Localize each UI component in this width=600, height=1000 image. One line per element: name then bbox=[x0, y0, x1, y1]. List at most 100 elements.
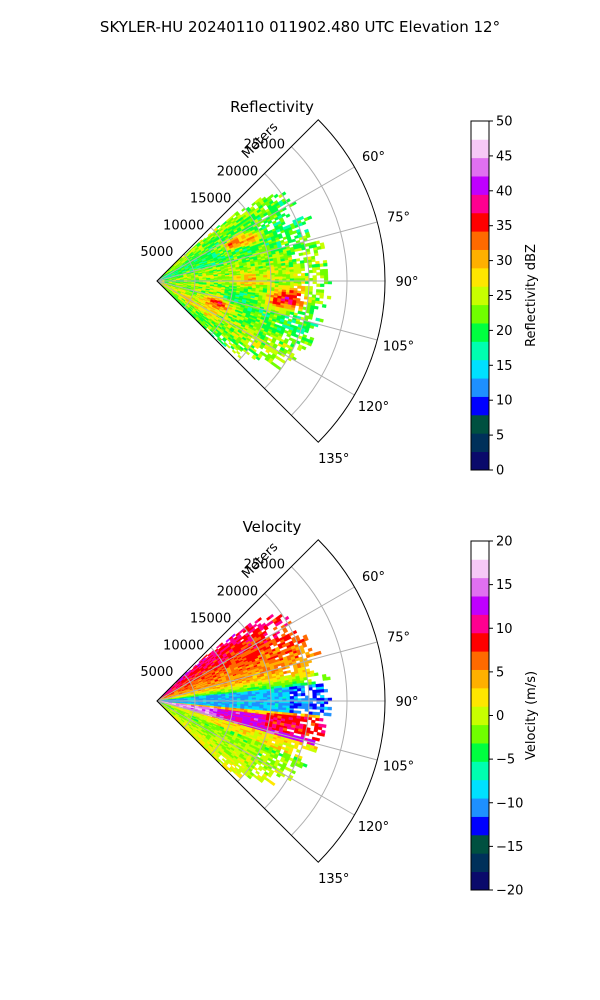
radar-bin-group bbox=[284, 296, 290, 300]
colorbar-swatch bbox=[471, 541, 489, 560]
angular-gridline bbox=[156, 700, 378, 761]
colorbar-swatch bbox=[471, 249, 489, 269]
panel-title: Reflectivity bbox=[230, 98, 314, 116]
radial-tick-label: 25000 bbox=[244, 138, 285, 153]
colorbar-tick-label: 15 bbox=[496, 359, 513, 374]
angular-gridline bbox=[156, 166, 355, 282]
colorbar-swatch bbox=[471, 614, 489, 634]
colorbar-swatch bbox=[471, 834, 489, 854]
radial-tick-label: 15000 bbox=[190, 611, 231, 626]
polar-frame bbox=[156, 119, 386, 443]
angular-tick-label: 90° bbox=[395, 275, 418, 290]
colorbar-swatch bbox=[471, 341, 489, 361]
colorbar-swatch bbox=[471, 853, 489, 873]
colorbar-tick-label: 10 bbox=[496, 622, 513, 637]
radial-tick-label: 10000 bbox=[163, 638, 204, 653]
colorbar-swatch bbox=[471, 743, 489, 762]
colorbar-tick-label: 25 bbox=[496, 289, 513, 304]
colorbar-tick-label: 15 bbox=[496, 578, 513, 593]
colorbar-swatch bbox=[471, 687, 489, 707]
colorbar-tick-label: 10 bbox=[496, 394, 513, 409]
colorbar-tick-label: 5 bbox=[496, 429, 504, 444]
angular-gridline bbox=[156, 280, 378, 341]
colorbar-swatch bbox=[471, 559, 489, 579]
colorbar-swatch bbox=[471, 304, 489, 324]
radial-tick-label: 20000 bbox=[217, 165, 258, 180]
colorbar-swatch bbox=[471, 724, 489, 744]
radial-tick-label: 25000 bbox=[244, 558, 285, 573]
angular-tick-label: 135° bbox=[318, 872, 349, 887]
colorbar-swatch bbox=[471, 139, 489, 159]
colorbar-swatch bbox=[471, 286, 489, 306]
angular-tick-label: 60° bbox=[362, 150, 385, 165]
colorbar-swatch bbox=[471, 267, 489, 287]
angular-gridline bbox=[156, 586, 355, 702]
radial-tick-label: 20000 bbox=[217, 585, 258, 600]
angular-gridline bbox=[156, 221, 378, 282]
angular-gridline bbox=[156, 280, 355, 396]
colorbar-tick-label: 20 bbox=[496, 324, 513, 339]
colorbar-swatch bbox=[471, 157, 489, 177]
angular-tick-label: 60° bbox=[362, 570, 385, 585]
polar-grid bbox=[156, 146, 385, 416]
colorbar-swatch bbox=[471, 323, 489, 342]
colorbar-tick-label: 45 bbox=[496, 149, 513, 164]
radial-tick-label: 15000 bbox=[190, 191, 231, 206]
colorbar-swatch bbox=[471, 433, 489, 453]
colorbar-swatch bbox=[471, 378, 489, 397]
colorbar-label: Reflectivity dBZ bbox=[524, 244, 539, 347]
colorbar-swatch bbox=[471, 121, 489, 140]
colorbar-tick-label: 0 bbox=[496, 464, 504, 479]
angular-tick-label: 135° bbox=[318, 452, 349, 467]
colorbar-swatch bbox=[471, 212, 489, 232]
colorbar-tick-label: 5 bbox=[496, 665, 504, 680]
reflectivity-panel: Reflectivity500010000150002000025000Mete… bbox=[140, 98, 539, 479]
colorbar-swatch bbox=[471, 577, 489, 597]
colorbar-tick-label: 0 bbox=[496, 709, 504, 724]
colorbar-tick-label: 30 bbox=[496, 254, 513, 269]
colorbar-swatch bbox=[471, 632, 489, 652]
panel-title: Velocity bbox=[243, 518, 302, 536]
colorbar-tick-label: −15 bbox=[496, 840, 523, 855]
colorbar-swatch bbox=[471, 779, 489, 799]
colorbar-swatch bbox=[471, 871, 489, 891]
colorbar-swatch bbox=[471, 816, 489, 836]
colorbar-swatch bbox=[471, 414, 489, 434]
colorbar-swatch bbox=[471, 231, 489, 250]
colorbar: −20 −15 −10 −5 0 5 10 15 20 Velocity (m/s) bbox=[470, 535, 539, 899]
angular-tick-label: 120° bbox=[358, 820, 389, 835]
radar-bin-group bbox=[217, 298, 293, 306]
polar-frame bbox=[156, 539, 386, 863]
colorbar-swatch bbox=[471, 798, 489, 817]
colorbar-swatch bbox=[471, 669, 489, 689]
angular-tick-label: 105° bbox=[383, 760, 414, 775]
colorbar-tick-label: 50 bbox=[496, 115, 513, 130]
angular-gridline bbox=[156, 641, 378, 702]
colorbar-swatch bbox=[471, 651, 489, 670]
radial-tick-label: 5000 bbox=[140, 245, 173, 260]
colorbar-tick-label: 40 bbox=[496, 184, 513, 199]
polar-grid bbox=[156, 566, 385, 836]
colorbar-swatch bbox=[471, 176, 489, 195]
figure-suptitle: SKYLER-HU 20240110 011902.480 UTC Elevat… bbox=[100, 18, 500, 36]
colorbar-swatch bbox=[471, 596, 489, 615]
angular-gridline bbox=[156, 700, 355, 816]
radar-field bbox=[156, 613, 332, 787]
angular-tick-label: 105° bbox=[383, 340, 414, 355]
colorbar-tick-label: −20 bbox=[496, 884, 523, 899]
angular-tick-label: 90° bbox=[395, 695, 418, 710]
colorbar: 0 5 10 15 20 25 30 35 40 45 50 Reflectivity dBZ bbox=[470, 115, 539, 479]
colorbar-tick-label: 20 bbox=[496, 535, 513, 550]
colorbar-tick-label: 35 bbox=[496, 219, 513, 234]
colorbar-swatch bbox=[471, 706, 489, 726]
radial-tick-label: 10000 bbox=[163, 218, 204, 233]
angular-tick-label: 75° bbox=[387, 210, 410, 225]
colorbar-swatch bbox=[471, 761, 489, 781]
colorbar-swatch bbox=[471, 194, 489, 214]
angular-tick-label: 75° bbox=[387, 630, 410, 645]
colorbar-label: Velocity (m/s) bbox=[524, 671, 539, 760]
colorbar-swatch bbox=[471, 396, 489, 416]
colorbar-swatch bbox=[471, 359, 489, 379]
